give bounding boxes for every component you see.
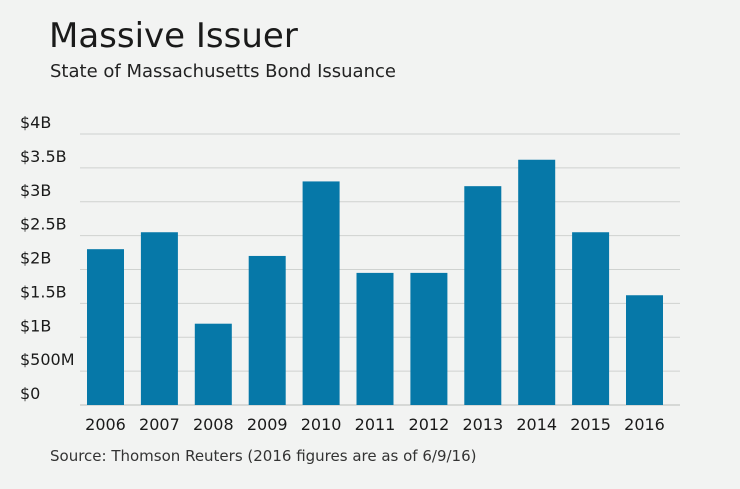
y-tick-label: $1.5B (20, 282, 67, 301)
bar-2015 (572, 232, 610, 405)
x-tick-label-2013: 2013 (462, 415, 503, 434)
x-tick-label-2014: 2014 (516, 415, 557, 434)
y-axis-tick-labels: $0 $500M $1B $1.5B $2B $2.5B $3B $3.5B $4B (20, 113, 75, 403)
bars (87, 159, 663, 405)
bar-2013 (464, 186, 502, 405)
bar-2008 (194, 323, 232, 405)
y-tick-label: $4B (20, 113, 51, 132)
y-tick-label: $2.5B (20, 215, 67, 234)
x-tick-label-2015: 2015 (570, 415, 611, 434)
source-note: Source: Thomson Reuters (2016 figures ar… (50, 447, 477, 465)
bar-2009 (248, 255, 286, 405)
y-tick-label: $3B (20, 181, 51, 200)
y-tick-label: $1B (20, 316, 51, 335)
bar-2007 (140, 232, 178, 405)
y-tick-label: $500M (20, 350, 75, 369)
bar-2014 (518, 159, 556, 405)
x-tick-label-2012: 2012 (409, 415, 450, 434)
x-tick-label-2007: 2007 (139, 415, 180, 434)
x-tick-label-2006: 2006 (85, 415, 126, 434)
chart-subtitle: State of Massachusetts Bond Issuance (50, 61, 396, 82)
bar-2010 (302, 181, 340, 405)
y-tick-label: $2B (20, 249, 51, 268)
bar-2006 (87, 249, 124, 405)
x-tick-label-2009: 2009 (247, 415, 288, 434)
bar-2012 (410, 272, 448, 405)
chart-title: Massive Issuer (49, 16, 298, 56)
x-tick-label-2010: 2010 (301, 415, 342, 434)
y-tick-label: $3.5B (20, 147, 67, 166)
bar-2016 (626, 295, 663, 405)
y-tick-label: $0 (20, 384, 40, 403)
bar-2011 (356, 272, 394, 405)
x-tick-label-2011: 2011 (355, 415, 396, 434)
x-tick-label-2016: 2016 (624, 415, 665, 434)
x-axis-category-labels: 2006 2007 2008 2009 2010 2011 2012 2013 2014 2015… (85, 415, 665, 434)
x-tick-label-2008: 2008 (193, 415, 234, 434)
